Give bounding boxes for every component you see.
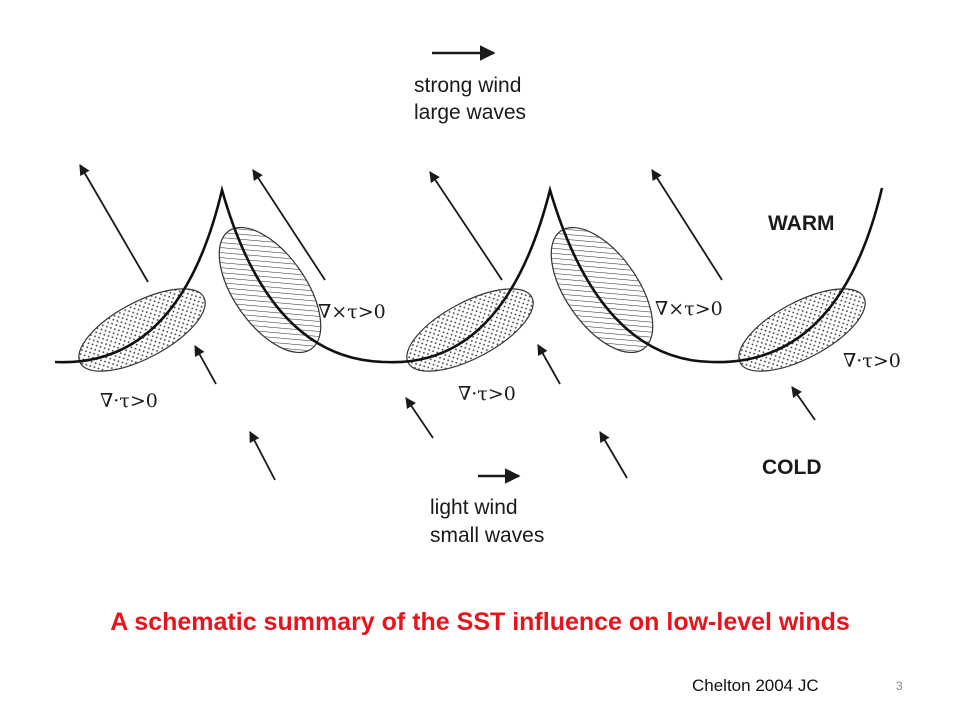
divergence-label-1: ∇·τ>0 <box>100 390 158 412</box>
sst-front-curve <box>54 184 884 364</box>
wind-arrow <box>537 344 561 385</box>
small-waves-label: small waves <box>430 524 544 547</box>
divergence-label-2: ∇·τ>0 <box>458 383 516 405</box>
divergence-zone-2 <box>406 288 534 372</box>
wind-arrow <box>651 169 723 281</box>
wind-arrow <box>599 431 628 479</box>
divergence-zone-3 <box>738 288 866 372</box>
wind-arrow <box>252 169 326 281</box>
curl-label-2: ∇×τ>0 <box>655 298 723 320</box>
curl-zone-1 <box>218 226 322 354</box>
wind-arrow <box>791 386 816 421</box>
sst-wind-schematic: strong wind large waves light wind small… <box>54 45 901 547</box>
large-waves-label: large waves <box>414 101 526 124</box>
slide-number: 3 <box>896 679 903 693</box>
wind-arrow <box>79 164 149 283</box>
wind-arrow <box>429 171 503 281</box>
curl-label-1: ∇×τ>0 <box>318 301 386 323</box>
wind-arrow <box>194 345 217 385</box>
wind-arrow <box>405 397 434 439</box>
citation: Chelton 2004 JC <box>692 676 819 695</box>
strong-wind-label: strong wind <box>414 74 521 97</box>
light-wind-label: light wind <box>430 496 518 519</box>
divergence-zone-1 <box>78 288 206 372</box>
warm-label: WARM <box>768 212 835 235</box>
divergence-label-3: ∇·τ>0 <box>843 350 901 372</box>
cold-label: COLD <box>762 456 822 479</box>
caption: A schematic summary of the SST influence… <box>110 608 850 636</box>
wind-arrow <box>249 431 276 481</box>
